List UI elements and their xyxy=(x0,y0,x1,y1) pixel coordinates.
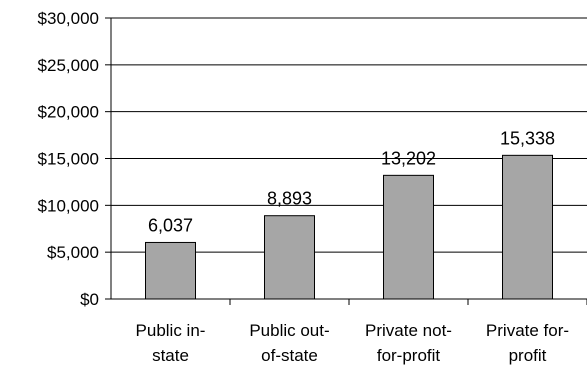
y-tick-label: $0 xyxy=(80,290,99,309)
bar xyxy=(145,241,196,300)
category-label: profit xyxy=(509,346,547,365)
category-label: of-state xyxy=(261,346,318,365)
category-label: for-profit xyxy=(377,346,441,365)
y-tick-label: $25,000 xyxy=(38,56,99,75)
bar xyxy=(264,215,315,300)
y-tick-label: $5,000 xyxy=(47,243,99,262)
bar xyxy=(383,174,434,300)
data-label: 13,202 xyxy=(381,148,436,168)
category-labels: Public in-state Public out-of-state Privat… xyxy=(136,321,570,365)
category-label: Public in- xyxy=(136,321,206,340)
bar xyxy=(502,154,553,300)
category-label: state xyxy=(152,346,189,365)
y-tick-label: $15,000 xyxy=(38,150,99,169)
category-label: Private not- xyxy=(365,321,452,340)
data-label: 8,893 xyxy=(267,189,312,209)
data-label: 6,037 xyxy=(148,215,193,235)
category-label: Public out- xyxy=(249,321,329,340)
data-label: 15,338 xyxy=(500,128,555,148)
bars xyxy=(145,154,553,300)
y-tick-label: $30,000 xyxy=(38,9,99,28)
data-labels: 6,037 8,893 13,202 15,338 xyxy=(148,128,555,235)
y-axis-ticks: $0 $5,000 $10,000 $15,000 $20,000 $25,000 $30,… xyxy=(38,9,111,309)
y-tick-label: $10,000 xyxy=(38,196,99,215)
category-label: Private for- xyxy=(486,321,569,340)
y-tick-label: $20,000 xyxy=(38,103,99,122)
